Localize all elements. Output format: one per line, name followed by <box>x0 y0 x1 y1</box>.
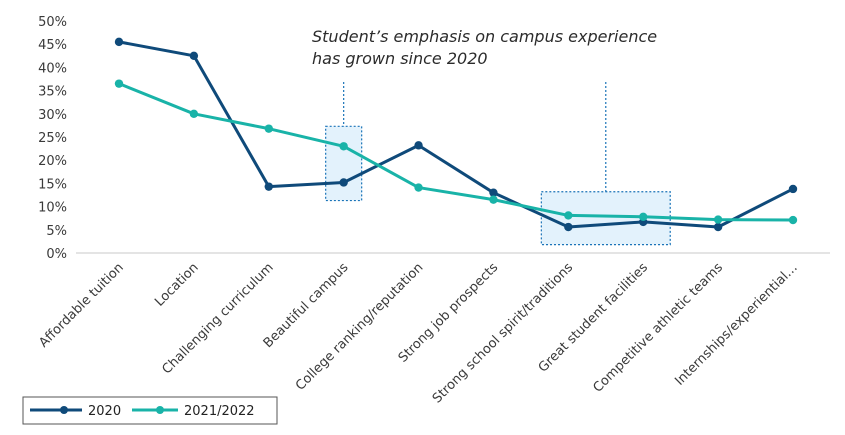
data-point <box>489 188 498 197</box>
y-tick-label: 40% <box>38 61 67 76</box>
data-point <box>414 183 423 192</box>
data-point <box>713 215 723 224</box>
y-tick-label: 5% <box>46 224 67 239</box>
highlight-group <box>325 82 671 246</box>
x-tick-label: Internships/experiential… <box>672 260 801 389</box>
y-tick-label: 0% <box>46 247 67 262</box>
data-point <box>189 109 199 119</box>
y-tick-label: 20% <box>38 154 67 169</box>
legend-label-2021-2022: 2021/2022 <box>184 404 255 419</box>
series-line-1 <box>117 82 795 222</box>
data-point <box>788 215 798 225</box>
y-tick-label: 30% <box>38 108 67 123</box>
legend-label-2020: 2020 <box>88 404 121 419</box>
data-point <box>264 124 273 133</box>
x-tick-label: College ranking/reputation <box>293 260 426 393</box>
y-tick-label: 45% <box>38 38 67 53</box>
annotation-line-1: Student’s emphasis on campus experience <box>312 27 657 46</box>
y-tick-label: 35% <box>38 85 67 100</box>
data-point <box>264 182 273 191</box>
series-group <box>114 37 798 232</box>
x-tick-label: Location <box>152 260 201 309</box>
y-tick-label: 25% <box>38 131 67 146</box>
data-point <box>564 211 573 220</box>
y-tick-label: 50% <box>38 15 67 30</box>
y-tick-label: 10% <box>38 201 67 216</box>
highlight-box-beautiful-campus <box>325 125 363 202</box>
data-point <box>114 79 124 88</box>
x-tick-label: Competitive athletic teams <box>590 260 726 396</box>
data-point <box>339 142 348 151</box>
y-tick-label: 15% <box>38 177 67 192</box>
data-point <box>189 51 199 60</box>
data-point <box>489 195 498 204</box>
legend-marker-2021-2022 <box>156 406 164 414</box>
y-axis-tick-labels: 0% 5% 10% 15% 20% 25% 30% 35% 40% 45% 50% <box>38 15 67 262</box>
x-tick-label: Affordable tuition <box>36 260 126 350</box>
data-point <box>639 212 648 222</box>
data-point <box>788 184 798 194</box>
series-line-0 <box>117 40 795 229</box>
annotation-line-2: has grown since 2020 <box>312 49 488 68</box>
legend-marker-2020 <box>60 406 68 414</box>
data-point <box>564 222 573 232</box>
data-point <box>339 178 348 187</box>
legend: 2020 2021/2022 <box>22 396 278 425</box>
data-point <box>713 222 723 232</box>
x-tick-label: Strong school spirit/traditions <box>430 260 576 406</box>
data-point <box>414 141 423 150</box>
data-point <box>114 37 124 47</box>
